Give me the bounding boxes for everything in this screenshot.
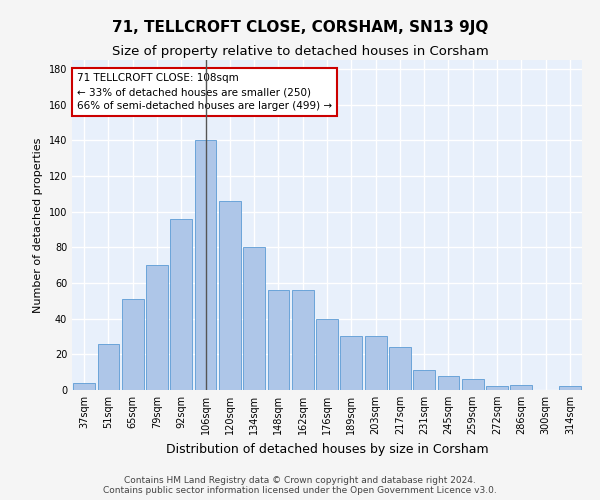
Bar	[97, 344, 119, 390]
Bar	[389, 347, 411, 390]
Text: Size of property relative to detached houses in Corsham: Size of property relative to detached ho…	[112, 45, 488, 58]
Bar	[146, 265, 168, 390]
Y-axis label: Number of detached properties: Number of detached properties	[33, 138, 43, 312]
Bar	[316, 318, 338, 390]
Text: 71, TELLCROFT CLOSE, CORSHAM, SN13 9JQ: 71, TELLCROFT CLOSE, CORSHAM, SN13 9JQ	[112, 20, 488, 35]
X-axis label: Distribution of detached houses by size in Corsham: Distribution of detached houses by size …	[166, 442, 488, 456]
Bar	[194, 140, 217, 390]
Bar	[511, 384, 532, 390]
Bar	[365, 336, 386, 390]
Bar	[219, 201, 241, 390]
Bar	[559, 386, 581, 390]
Bar	[340, 336, 362, 390]
Bar	[170, 219, 192, 390]
Bar	[413, 370, 435, 390]
Bar	[73, 383, 95, 390]
Bar	[292, 290, 314, 390]
Bar	[243, 248, 265, 390]
Bar	[462, 380, 484, 390]
Bar	[437, 376, 460, 390]
Bar	[122, 299, 143, 390]
Bar	[486, 386, 508, 390]
Bar	[268, 290, 289, 390]
Text: Contains HM Land Registry data © Crown copyright and database right 2024.
Contai: Contains HM Land Registry data © Crown c…	[103, 476, 497, 495]
Text: 71 TELLCROFT CLOSE: 108sqm
← 33% of detached houses are smaller (250)
66% of sem: 71 TELLCROFT CLOSE: 108sqm ← 33% of deta…	[77, 73, 332, 111]
